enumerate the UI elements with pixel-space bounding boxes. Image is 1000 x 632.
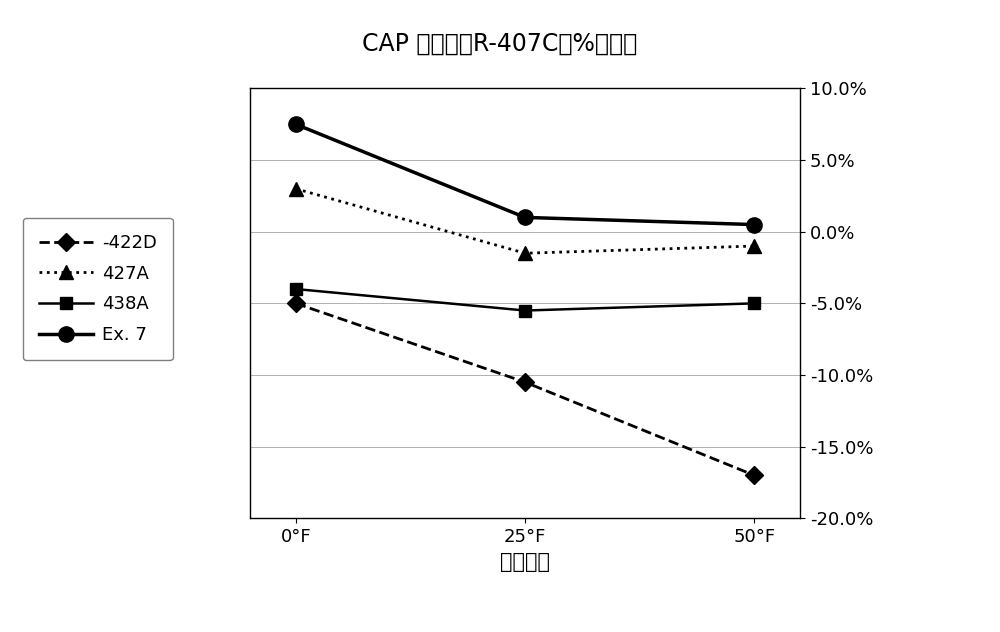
427A [290,185,302,193]
-422D [519,379,531,386]
Legend: -422D, 427A, 438A, Ex. 7: -422D, 427A, 438A, Ex. 7 [23,218,173,360]
427A [519,250,531,257]
Line: 438A: 438A [290,283,760,317]
Text: CAP （相对于R-407C的%变化）: CAP （相对于R-407C的%变化） [362,32,638,56]
-422D [748,471,760,479]
438A [519,307,531,314]
X-axis label: 筱内温度: 筱内温度 [500,552,550,571]
Ex. 7 [290,121,302,128]
Line: Ex. 7: Ex. 7 [288,117,762,232]
Line: -422D: -422D [290,297,760,482]
438A [748,300,760,307]
-422D [290,300,302,307]
438A [290,285,302,293]
Line: 427A: 427A [289,182,761,260]
Ex. 7 [748,221,760,228]
427A [748,242,760,250]
Ex. 7 [519,214,531,221]
